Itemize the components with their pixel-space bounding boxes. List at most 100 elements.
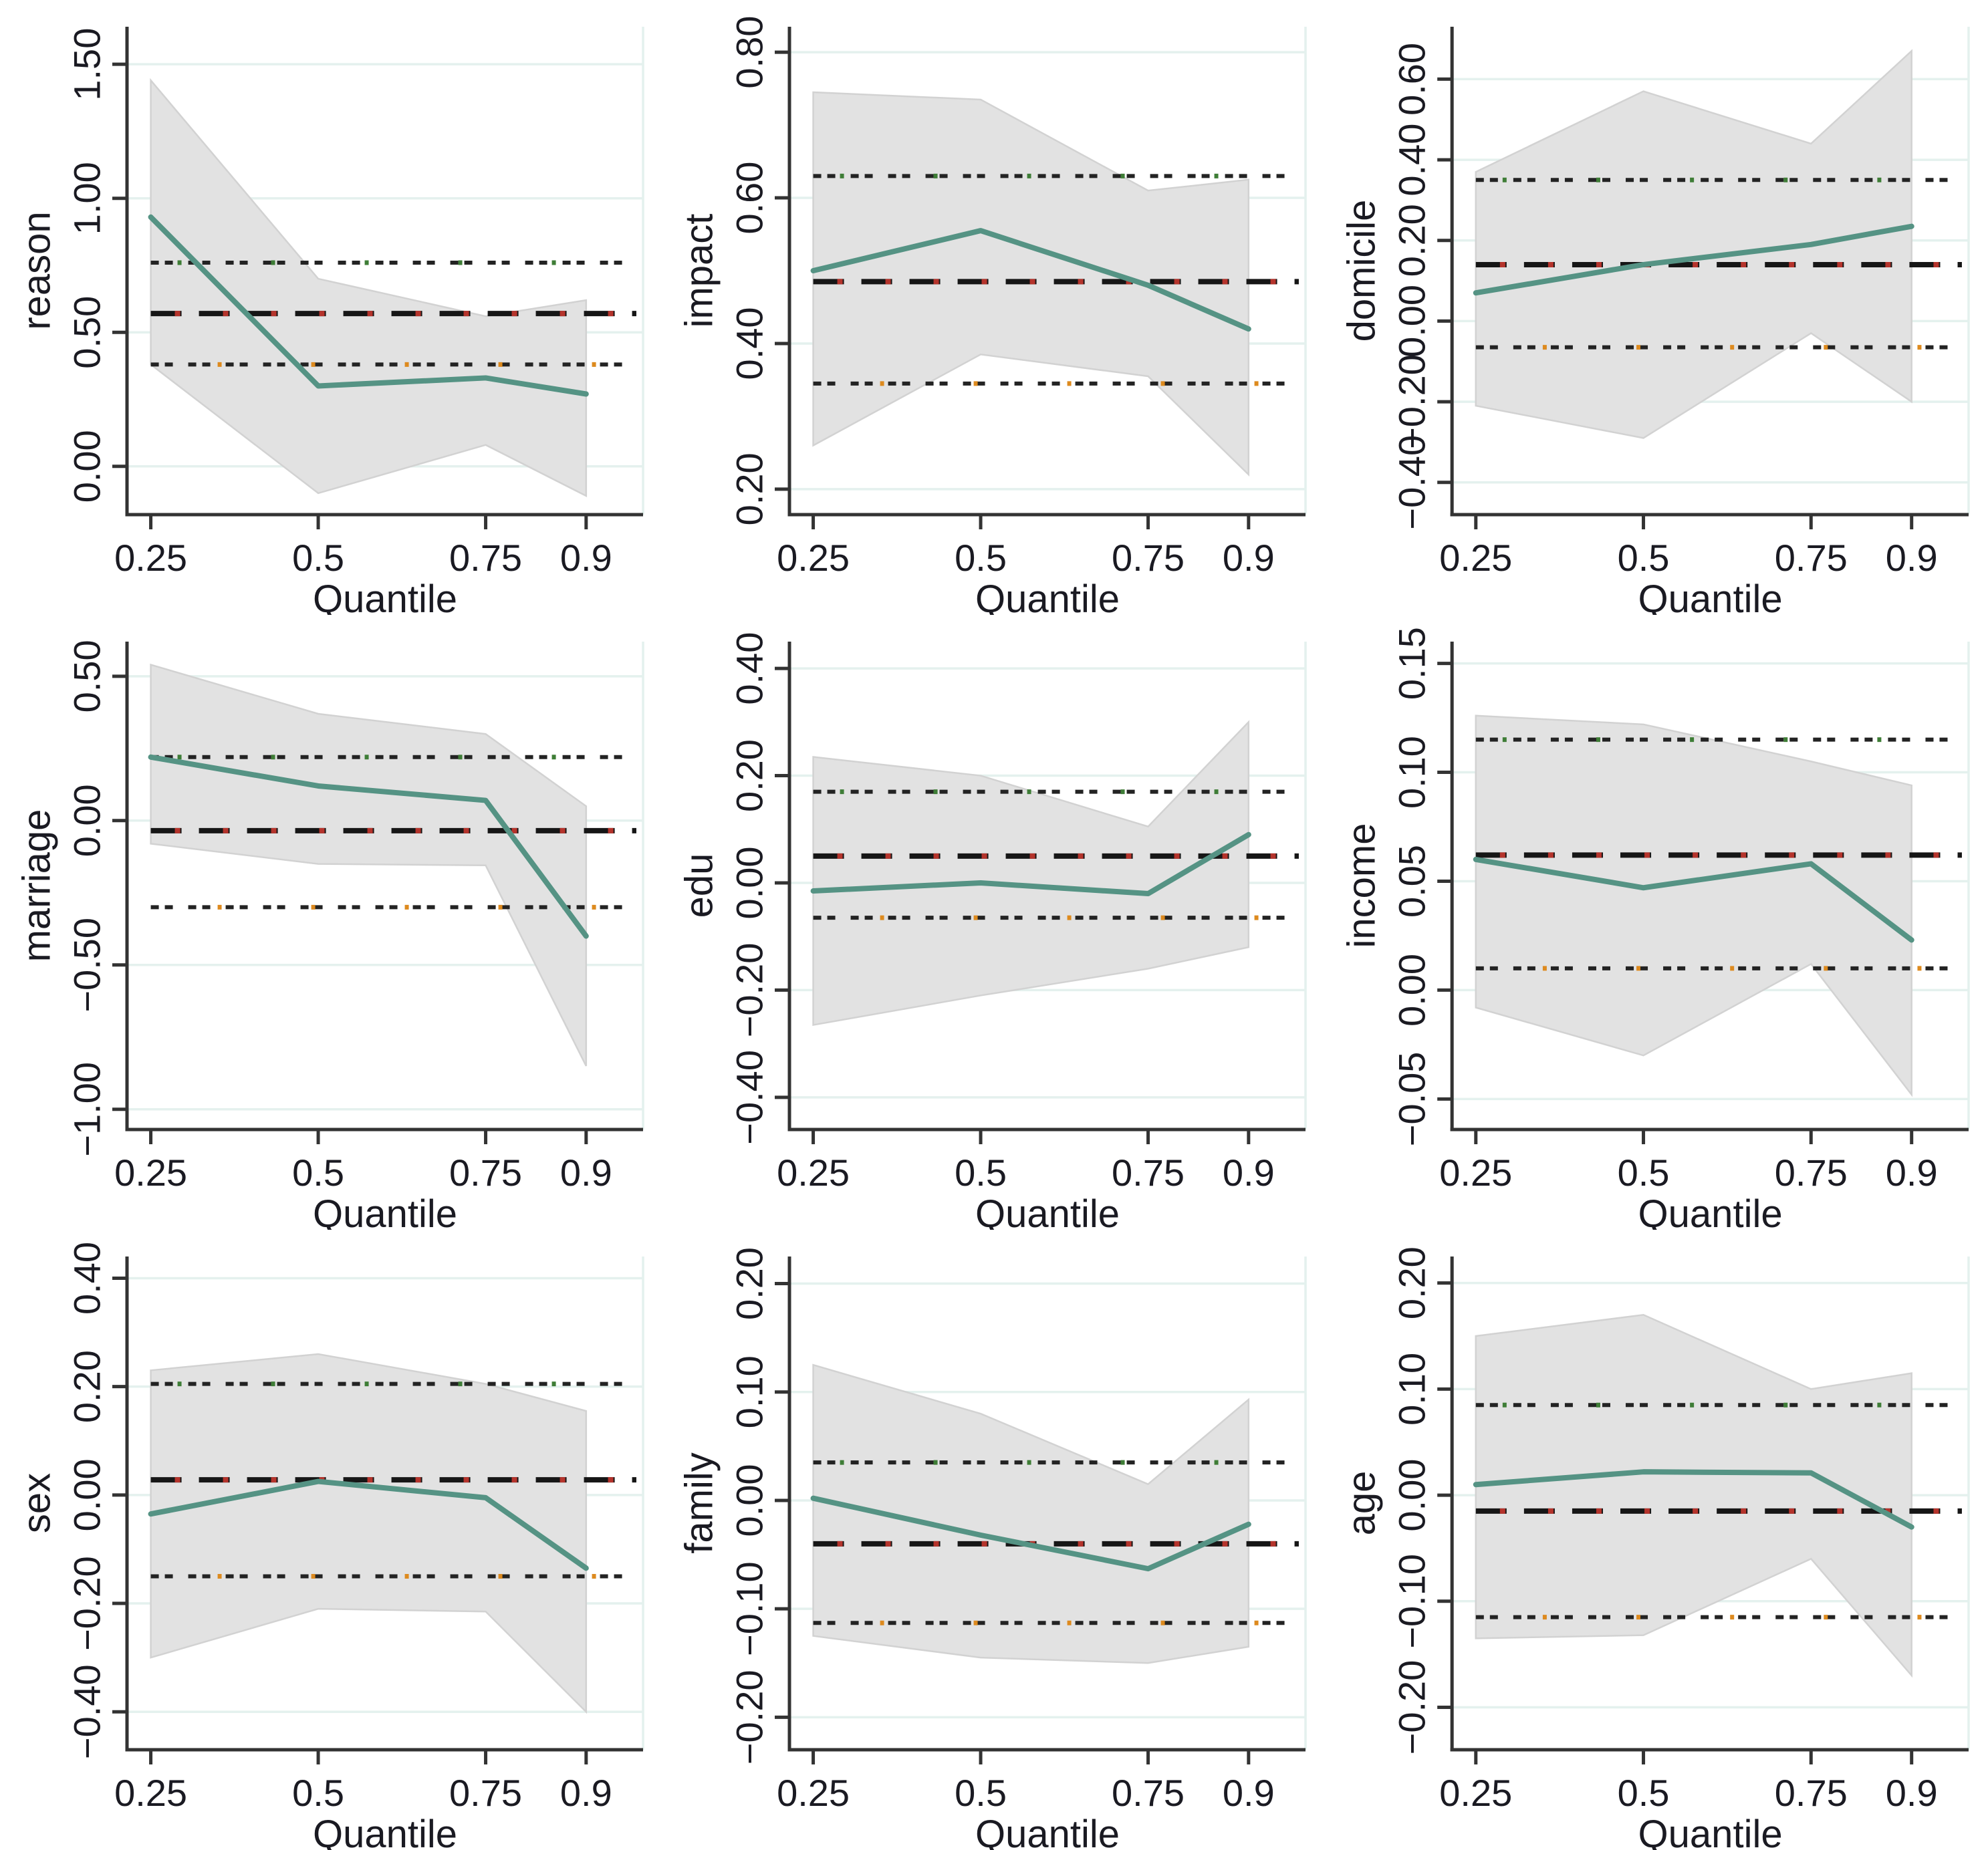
y-tick-label: −0.40 [1391, 435, 1433, 530]
y-tick-label: −0.50 [66, 918, 108, 1013]
y-tick-label: 0.20 [729, 1247, 771, 1320]
x-axis-title: Quantile [1638, 1813, 1782, 1850]
y-tick-label: 0.00 [66, 1458, 108, 1531]
qr-confidence-band [1475, 1314, 1912, 1678]
x-tick-label: 0.5 [292, 1152, 344, 1194]
x-tick-label: 0.9 [1223, 1152, 1275, 1194]
x-tick-label: 0.25 [114, 1772, 187, 1814]
qr-estimate-line [1473, 223, 1914, 296]
y-tick-label: 0.50 [66, 296, 108, 369]
x-axis-title: Quantile [313, 577, 457, 615]
y-tick-label: 0.60 [729, 162, 771, 235]
y-axis-title: family [678, 1452, 721, 1553]
y-tick-label: −0.20 [66, 1556, 108, 1651]
x-axis-title: Quantile [1638, 1192, 1782, 1230]
y-axis-title: impact [678, 214, 721, 328]
x-tick-label: 0.9 [1223, 537, 1275, 579]
x-tick-label: 0.25 [114, 1152, 187, 1194]
y-tick-label: 0.05 [1391, 845, 1433, 918]
x-tick-label: 0.25 [114, 537, 187, 579]
qr-confidence-band [150, 663, 588, 1067]
panel-domicile: −0.40 −0.20 0.00 0.20 0.40 0.60 0.25 0.5 0.75 0.9… [1325, 0, 1988, 615]
panel-sex: −0.40 −0.20 0.00 0.20 0.40 0.25 0.5 0.75 0.9 sex Q… [0, 1230, 662, 1850]
y-tick-label: 1.50 [66, 28, 108, 101]
y-tick-label: −1.00 [66, 1062, 108, 1157]
x-tick-label: 0.25 [1439, 1152, 1512, 1194]
y-axis-title: domicile [1340, 200, 1384, 342]
y-axis-title: edu [678, 853, 721, 918]
y-tick-label: −0.05 [1391, 1052, 1433, 1147]
x-tick-label: 0.75 [1112, 537, 1185, 579]
panel-reason: 0.00 0.50 1.00 1.50 0.25 0.5 0.75 0.9 reason Quan… [0, 0, 662, 615]
y-tick-label: 0.80 [729, 16, 771, 89]
y-tick-label: −0.20 [1391, 354, 1433, 449]
qr-confidence-band [1475, 49, 1912, 439]
y-tick-label: −0.40 [729, 1050, 771, 1145]
qr-confidence-band [812, 720, 1250, 1027]
x-tick-label: 0.9 [560, 1152, 612, 1194]
y-tick-label: −0.20 [1391, 1660, 1433, 1755]
qr-estimate-line [1473, 856, 1914, 943]
y-tick-label: −0.10 [729, 1561, 771, 1656]
panel-reason-svg: 0.00 0.50 1.00 1.50 0.25 0.5 0.75 0.9 reason Quan… [15, 27, 644, 615]
x-axis-title: Quantile [313, 1192, 457, 1230]
y-tick-label: 0.60 [1391, 43, 1433, 116]
y-tick-label: 0.00 [66, 430, 108, 503]
panel-family: −0.20 −0.10 0.00 0.10 0.20 0.25 0.5 0.75 0.9 fami… [662, 1230, 1325, 1850]
qr-estimate-line [810, 228, 1251, 332]
qr-estimate-line [148, 1478, 589, 1571]
panel-domicile-svg: −0.40−0.200.00 0.20 0.40 0.60 0.25 0.5 0.75 0.9… [1340, 27, 1970, 615]
y-tick-label: 0.40 [1391, 124, 1433, 196]
qr-estimate-line [810, 831, 1251, 897]
x-axis-title: Quantile [1638, 577, 1782, 615]
x-axis-title: Quantile [975, 1192, 1120, 1230]
y-axis-title: marriage [15, 809, 59, 962]
x-tick-label: 0.75 [1775, 1772, 1848, 1814]
x-axis-title: Quantile [975, 1813, 1120, 1850]
y-axis-title: income [1340, 823, 1384, 948]
y-tick-label: 0.15 [1391, 627, 1433, 700]
y-tick-label: 0.10 [729, 1355, 771, 1428]
y-axis-title: reason [15, 211, 59, 329]
x-tick-label: 0.5 [955, 537, 1007, 579]
panel-marriage-svg: −1.00 −0.50 0.00 0.50 0.25 0.5 0.75 0.9 marriage… [15, 640, 644, 1230]
x-tick-label: 0.9 [560, 537, 612, 579]
x-tick-label: 0.75 [1112, 1152, 1185, 1194]
panel-age: −0.20 −0.10 0.00 0.10 0.20 0.25 0.5 0.75 0.9 age Q… [1325, 1230, 1988, 1850]
y-axis-title: age [1340, 1471, 1384, 1536]
y-tick-label: 0.10 [1391, 736, 1433, 809]
qr-estimate-line [148, 214, 589, 397]
y-tick-label: 0.20 [729, 739, 771, 812]
x-tick-label: 0.5 [1618, 537, 1670, 579]
x-axis-title: Quantile [313, 1813, 457, 1850]
y-tick-label: −0.20 [729, 1670, 771, 1764]
panel-marriage: −1.00 −0.50 0.00 0.50 0.25 0.5 0.75 0.9 marriage… [0, 615, 662, 1230]
y-tick-label: 0.00 [66, 784, 108, 857]
qr-estimate-line [148, 754, 589, 939]
y-tick-label: 0.50 [66, 640, 108, 712]
x-tick-label: 0.5 [1618, 1152, 1670, 1194]
x-tick-label: 0.9 [1886, 537, 1938, 579]
x-tick-label: 0.9 [1886, 1152, 1938, 1194]
x-tick-label: 0.5 [292, 537, 344, 579]
x-tick-label: 0.75 [449, 1772, 522, 1814]
y-axis-title: sex [15, 1473, 59, 1533]
y-tick-label: 0.40 [729, 632, 771, 705]
x-axis-title: Quantile [975, 577, 1120, 615]
y-tick-label: −0.20 [729, 943, 771, 1038]
panel-edu-svg: −0.40 −0.20 0.00 0.20 0.40 0.25 0.5 0.75 0.9 edu Q… [678, 632, 1307, 1230]
qr-confidence-band [150, 78, 588, 497]
x-tick-label: 0.25 [1439, 1772, 1512, 1814]
x-tick-label: 0.75 [1775, 537, 1848, 579]
panel-impact-svg: 0.20 0.40 0.60 0.80 0.25 0.5 0.75 0.9 impact Quan… [678, 16, 1307, 615]
y-tick-label: 0.20 [1391, 204, 1433, 277]
y-tick-label: 0.20 [66, 1350, 108, 1423]
panel-edu: −0.40 −0.20 0.00 0.20 0.40 0.25 0.5 0.75 0.9 edu Q… [662, 615, 1325, 1230]
y-tick-label: 0.00 [1391, 954, 1433, 1027]
y-tick-label: 0.40 [66, 1242, 108, 1315]
x-tick-label: 0.75 [1775, 1152, 1848, 1194]
qr-estimate-line [810, 1495, 1251, 1572]
y-tick-label: 0.20 [1391, 1246, 1433, 1319]
y-tick-label: 0.20 [729, 452, 771, 525]
